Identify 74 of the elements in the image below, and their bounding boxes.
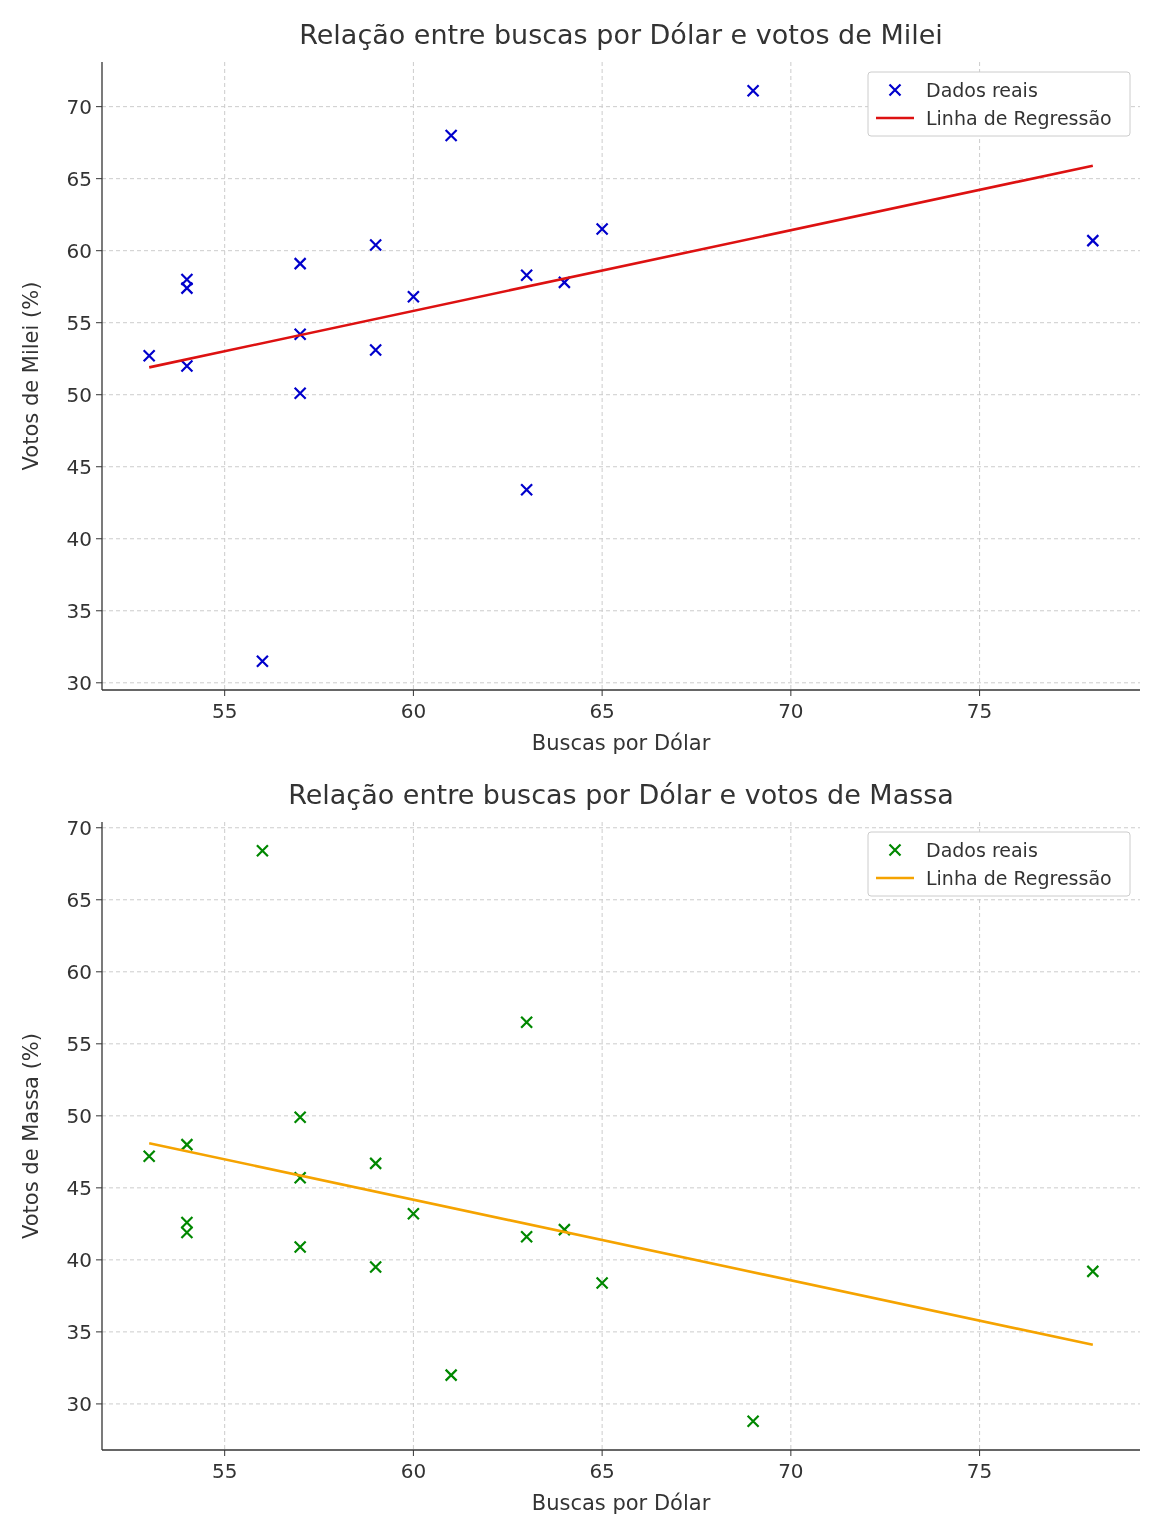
- point: [369, 238, 383, 252]
- point: [293, 1110, 307, 1124]
- y-tick-label: 60: [66, 238, 92, 263]
- x-tick-label: 75: [966, 699, 993, 723]
- point: [444, 128, 458, 143]
- y-tick-label: 55: [66, 1031, 92, 1056]
- y-tick-label: 65: [66, 166, 92, 191]
- point: [255, 654, 270, 668]
- point: [255, 844, 270, 858]
- point: [1086, 1264, 1100, 1278]
- point: [444, 1368, 458, 1382]
- point: [180, 281, 194, 295]
- y-axis-title: Votos de Massa (%): [19, 1033, 43, 1239]
- x-tick-label: 70: [778, 1459, 804, 1483]
- point: [406, 1207, 420, 1221]
- point: [1086, 234, 1100, 248]
- y-tick-label: 50: [66, 382, 92, 407]
- point: [180, 1138, 194, 1152]
- point: [293, 386, 307, 400]
- point: [369, 1156, 383, 1170]
- y-tick-label: 35: [66, 1319, 92, 1344]
- point: [406, 290, 420, 304]
- y-tick-label: 70: [66, 815, 92, 840]
- x-axis-title: Buscas por Dólar: [531, 1491, 711, 1515]
- point: [142, 349, 156, 363]
- y-tick-label: 40: [66, 1247, 92, 1272]
- x-tick-label: 65: [589, 1459, 615, 1483]
- point: [180, 1215, 194, 1230]
- x-tick-label: 55: [211, 699, 238, 723]
- point: [293, 327, 307, 341]
- y-tick-label: 50: [66, 1103, 92, 1128]
- x-tick-label: 70: [778, 699, 804, 723]
- y-tick-label: 40: [66, 526, 92, 551]
- point: [180, 272, 194, 287]
- y-tick-label: 35: [66, 598, 92, 623]
- y-axis-title: Votos de Milei (%): [19, 281, 43, 471]
- x-tick-label: 60: [400, 699, 427, 723]
- point: [293, 1240, 307, 1254]
- point: [520, 1230, 534, 1244]
- legend-label: Linha de Regressão: [926, 867, 1112, 889]
- x-tick-label: 65: [589, 699, 615, 723]
- point: [557, 275, 571, 289]
- y-tick-label: 55: [66, 310, 92, 335]
- y-tick-label: 30: [66, 1391, 92, 1416]
- point: [746, 84, 760, 98]
- point: [293, 257, 307, 271]
- y-tick-label: 45: [66, 1175, 92, 1200]
- point: [746, 1414, 760, 1428]
- legend-label: Linha de Regressão: [926, 107, 1112, 129]
- legend-label: Dados reais: [926, 79, 1038, 101]
- point: [180, 1225, 194, 1240]
- legend-label: Dados reais: [926, 839, 1038, 861]
- point: [369, 343, 383, 357]
- point: [142, 1149, 156, 1163]
- y-tick-label: 70: [66, 94, 92, 119]
- point: [595, 222, 609, 236]
- point: [369, 1260, 383, 1274]
- x-tick-label: 60: [400, 1459, 427, 1483]
- y-tick-label: 65: [66, 887, 92, 912]
- point: [557, 1223, 571, 1237]
- point: [180, 359, 194, 373]
- y-tick-label: 30: [66, 670, 92, 695]
- x-tick-label: 75: [966, 1459, 993, 1483]
- point: [520, 1015, 534, 1029]
- chart-title: Relação entre buscas por Dólar e votos de Massa: [288, 779, 954, 810]
- point: [520, 483, 534, 497]
- point: [293, 1171, 307, 1185]
- x-tick-label: 55: [211, 1459, 238, 1483]
- point: [595, 1276, 609, 1290]
- x-axis-title: Buscas por Dólar: [531, 731, 711, 755]
- y-tick-label: 45: [66, 454, 92, 479]
- y-tick-label: 60: [66, 959, 92, 984]
- point: [520, 268, 534, 282]
- chart-title: Relação entre buscas por Dólar e votos de Milei: [299, 19, 943, 50]
